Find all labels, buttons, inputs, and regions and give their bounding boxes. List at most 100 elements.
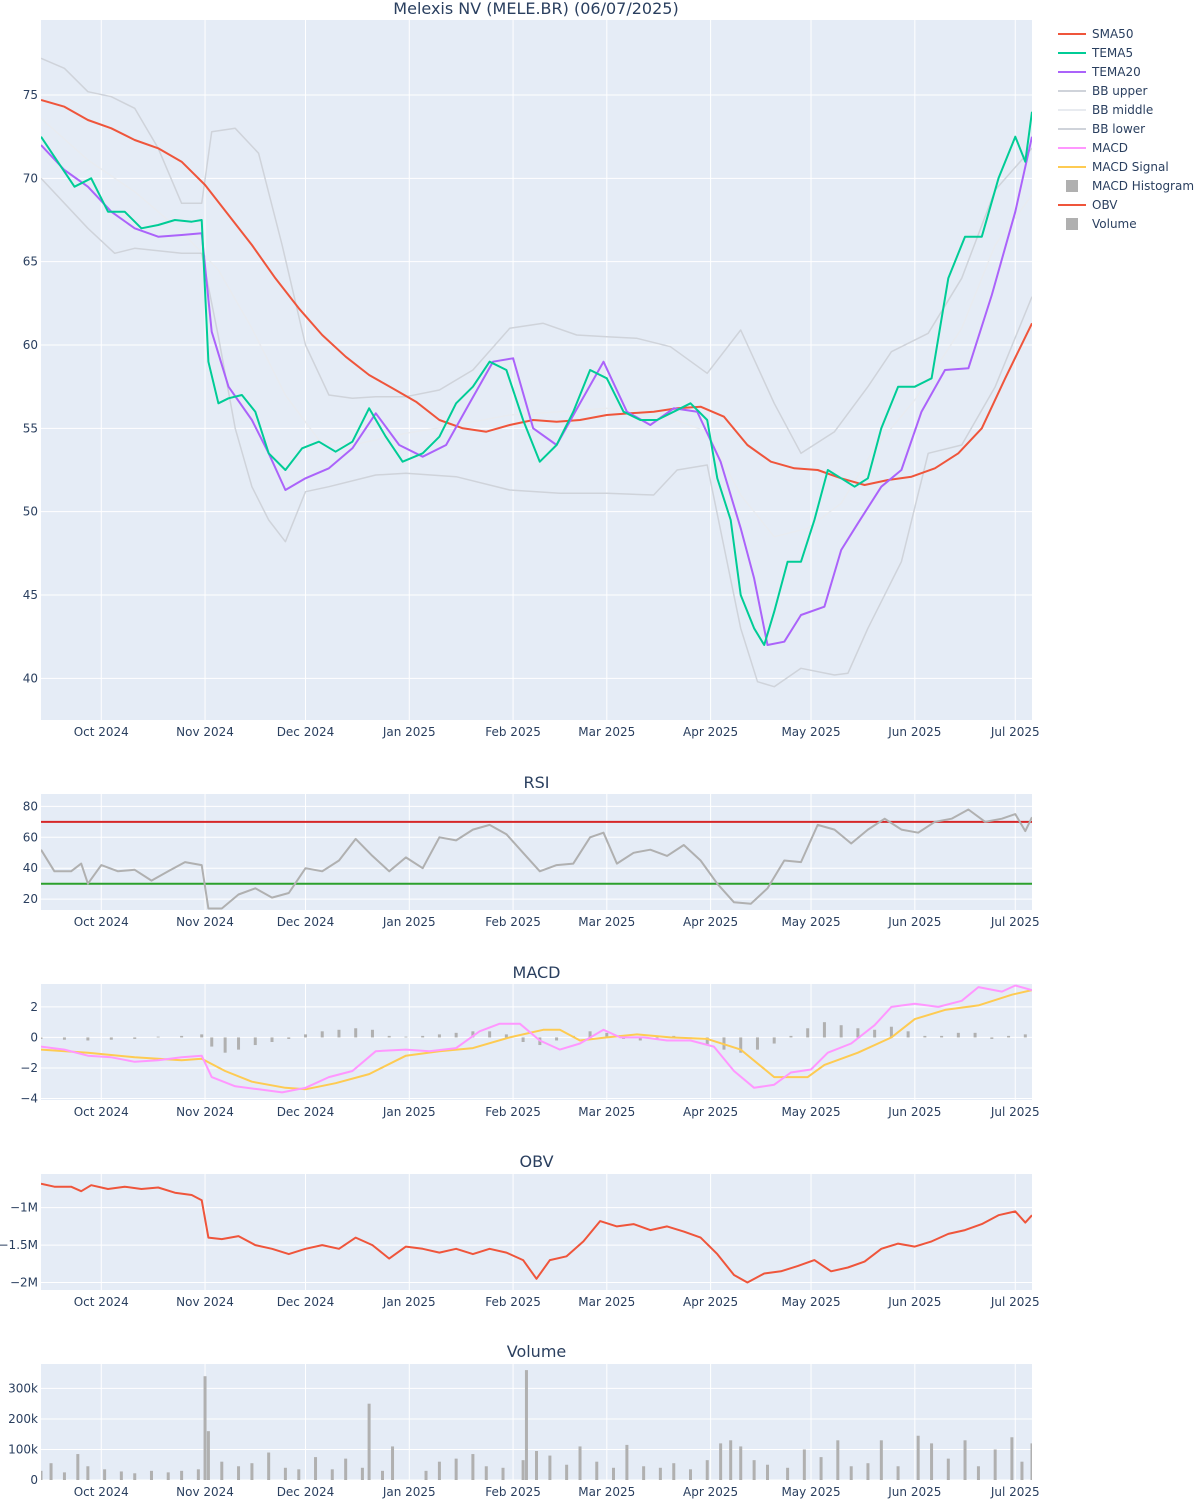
macd-histogram-bar — [303, 1034, 307, 1038]
x-tick-label: Feb 2025 — [485, 915, 541, 929]
plot-area-macd — [41, 984, 1032, 1100]
x-tick-label: Nov 2024 — [176, 915, 234, 929]
volume-bar — [149, 1470, 153, 1480]
x-tick-label: Apr 2025 — [683, 725, 738, 739]
macd-histogram-bar — [62, 1037, 66, 1040]
plot-area-rsi — [41, 794, 1032, 910]
macd-line — [41, 984, 1032, 1094]
y-tick-label: 200k — [8, 1412, 38, 1426]
macd-histogram-bar — [873, 1029, 877, 1038]
x-tick-label: Oct 2024 — [74, 1485, 129, 1499]
y-tick-label: 2 — [30, 1000, 38, 1014]
x-tick-label: Oct 2024 — [74, 1105, 129, 1119]
volume-bar — [819, 1457, 823, 1480]
volume-bar — [76, 1454, 80, 1480]
volume-bar — [206, 1431, 210, 1480]
y-tick-label: 300k — [8, 1381, 38, 1395]
volume-bar — [849, 1466, 853, 1480]
volume-bar — [166, 1472, 170, 1480]
y-tick-label: 60 — [23, 338, 38, 352]
x-tick-label: Mar 2025 — [578, 1295, 635, 1309]
volume-bar — [930, 1443, 934, 1480]
volume-bar — [625, 1444, 629, 1480]
x-tick-label: Jul 2025 — [990, 725, 1040, 739]
y-tick-label: 40 — [23, 671, 38, 685]
volume-bar — [879, 1440, 883, 1480]
macd-histogram-bar — [287, 1037, 291, 1039]
volume-bar — [283, 1467, 287, 1480]
x-tick-label: May 2025 — [781, 1295, 840, 1309]
volume-bar — [705, 1460, 709, 1480]
legend-label: BB middle — [1092, 103, 1153, 117]
macd-histogram-bar — [588, 1031, 592, 1038]
macd-histogram-bar — [421, 1035, 425, 1038]
x-tick-label: Oct 2024 — [74, 1295, 129, 1309]
volume-bar — [916, 1435, 920, 1480]
volume-bar — [548, 1455, 552, 1480]
x-tick-label: Jun 2025 — [887, 725, 941, 739]
macd-histogram-bar — [889, 1026, 893, 1038]
panel-obv: Oct 2024 Nov 2024 Dec 2024 Jan 2025 Feb 2025… — [0, 1152, 1040, 1309]
volume-bar — [344, 1458, 348, 1480]
volume-bar — [521, 1460, 525, 1480]
volume-bar — [578, 1446, 582, 1480]
volume-bar — [672, 1463, 676, 1480]
volume-bar — [367, 1403, 371, 1480]
x-tick-label: Jun 2025 — [887, 915, 941, 929]
volume-bar — [993, 1449, 997, 1480]
macd-histogram-bar — [906, 1031, 910, 1038]
volume-bar — [524, 1370, 528, 1480]
plot-marks-macd — [41, 984, 1032, 1094]
panel-price: Oct 2024 Nov 2024 Dec 2024 Jan 2025 Feb 2025… — [23, 20, 1040, 739]
macd-histogram-bar — [156, 1036, 160, 1038]
legend-swatch — [1066, 180, 1078, 192]
volume-bar — [103, 1469, 107, 1480]
x-tick-label: Dec 2024 — [277, 1485, 335, 1499]
chart-title: Melexis NV (MELE.BR) (06/07/2025) — [393, 0, 678, 18]
y-tick-label: 0 — [30, 1473, 38, 1487]
macd-histogram-bar — [210, 1037, 214, 1047]
volume-bar — [719, 1443, 723, 1480]
plot-marks-volume — [41, 1370, 1032, 1480]
y-tick-label: 75 — [23, 88, 38, 102]
x-tick-label: Nov 2024 — [176, 1295, 234, 1309]
macd-histogram-bar — [437, 1034, 441, 1038]
x-tick-label: Oct 2024 — [74, 725, 129, 739]
volume-bar — [133, 1473, 137, 1480]
volume-bar — [612, 1467, 616, 1480]
plot-marks-price — [41, 57, 1032, 688]
x-tick-label: Dec 2024 — [277, 1105, 335, 1119]
y-tick-label: 45 — [23, 588, 38, 602]
x-tick-label: Nov 2024 — [176, 1485, 234, 1499]
plot-area-price — [41, 20, 1032, 720]
y-tick-label: 65 — [23, 255, 38, 269]
macd-histogram-bar — [605, 1032, 609, 1038]
volume-bar — [49, 1463, 53, 1480]
x-tick-label: Jul 2025 — [990, 1485, 1040, 1499]
volume-bar — [535, 1451, 538, 1480]
x-tick-label: Jun 2025 — [887, 1295, 941, 1309]
x-tick-label: Dec 2024 — [277, 915, 335, 929]
macd-histogram-bar — [270, 1037, 274, 1042]
volume-bar — [642, 1466, 646, 1480]
volume-bar — [595, 1461, 599, 1480]
x-tick-label: Feb 2025 — [485, 725, 541, 739]
macd-histogram-bar — [739, 1037, 743, 1053]
macd-histogram-bar — [956, 1032, 960, 1038]
macd-histogram-bar — [180, 1035, 184, 1038]
macd-histogram-bar — [86, 1037, 90, 1041]
macd-histogram-bar — [454, 1032, 458, 1038]
volume-bar — [119, 1471, 123, 1480]
macd-histogram-bar — [940, 1035, 944, 1038]
macd-histogram-bar — [822, 1022, 826, 1038]
x-tick-label: Feb 2025 — [485, 1295, 541, 1309]
x-tick-label: Apr 2025 — [683, 915, 738, 929]
macd-histogram-bar — [923, 1035, 927, 1038]
y-tick-label: −2 — [20, 1061, 38, 1075]
panel-title-rsi: RSI — [524, 773, 550, 792]
plot-marks-rsi — [41, 808, 1032, 910]
y-tick-label: −1M — [10, 1201, 38, 1215]
bb-middle-line — [41, 117, 1032, 538]
tema20-line — [41, 136, 1032, 646]
